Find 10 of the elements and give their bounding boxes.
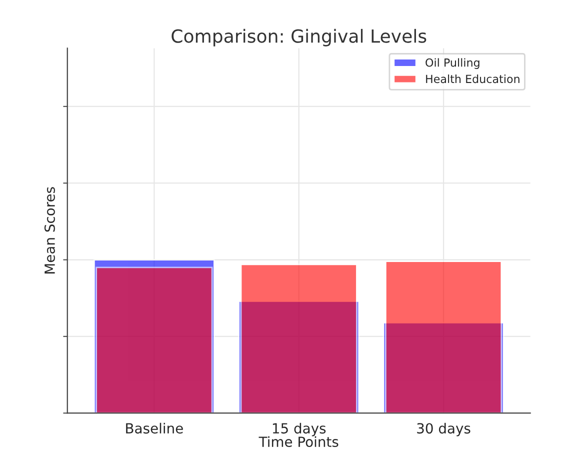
- legend-label: Health Education: [426, 74, 520, 84]
- bar: [240, 264, 358, 414]
- y-axis-title: Mean Scores: [44, 187, 55, 274]
- x-axis-title: Time Points: [258, 436, 338, 448]
- chart-title: Comparison: Gingival Levels: [172, 28, 426, 46]
- x-tick-label: 15 days: [272, 422, 326, 436]
- legend-label: Oil Pulling: [426, 58, 480, 69]
- bar: [384, 260, 502, 414]
- x-tick-label: Baseline: [126, 422, 183, 434]
- x-tick-label: 30 days: [417, 422, 470, 436]
